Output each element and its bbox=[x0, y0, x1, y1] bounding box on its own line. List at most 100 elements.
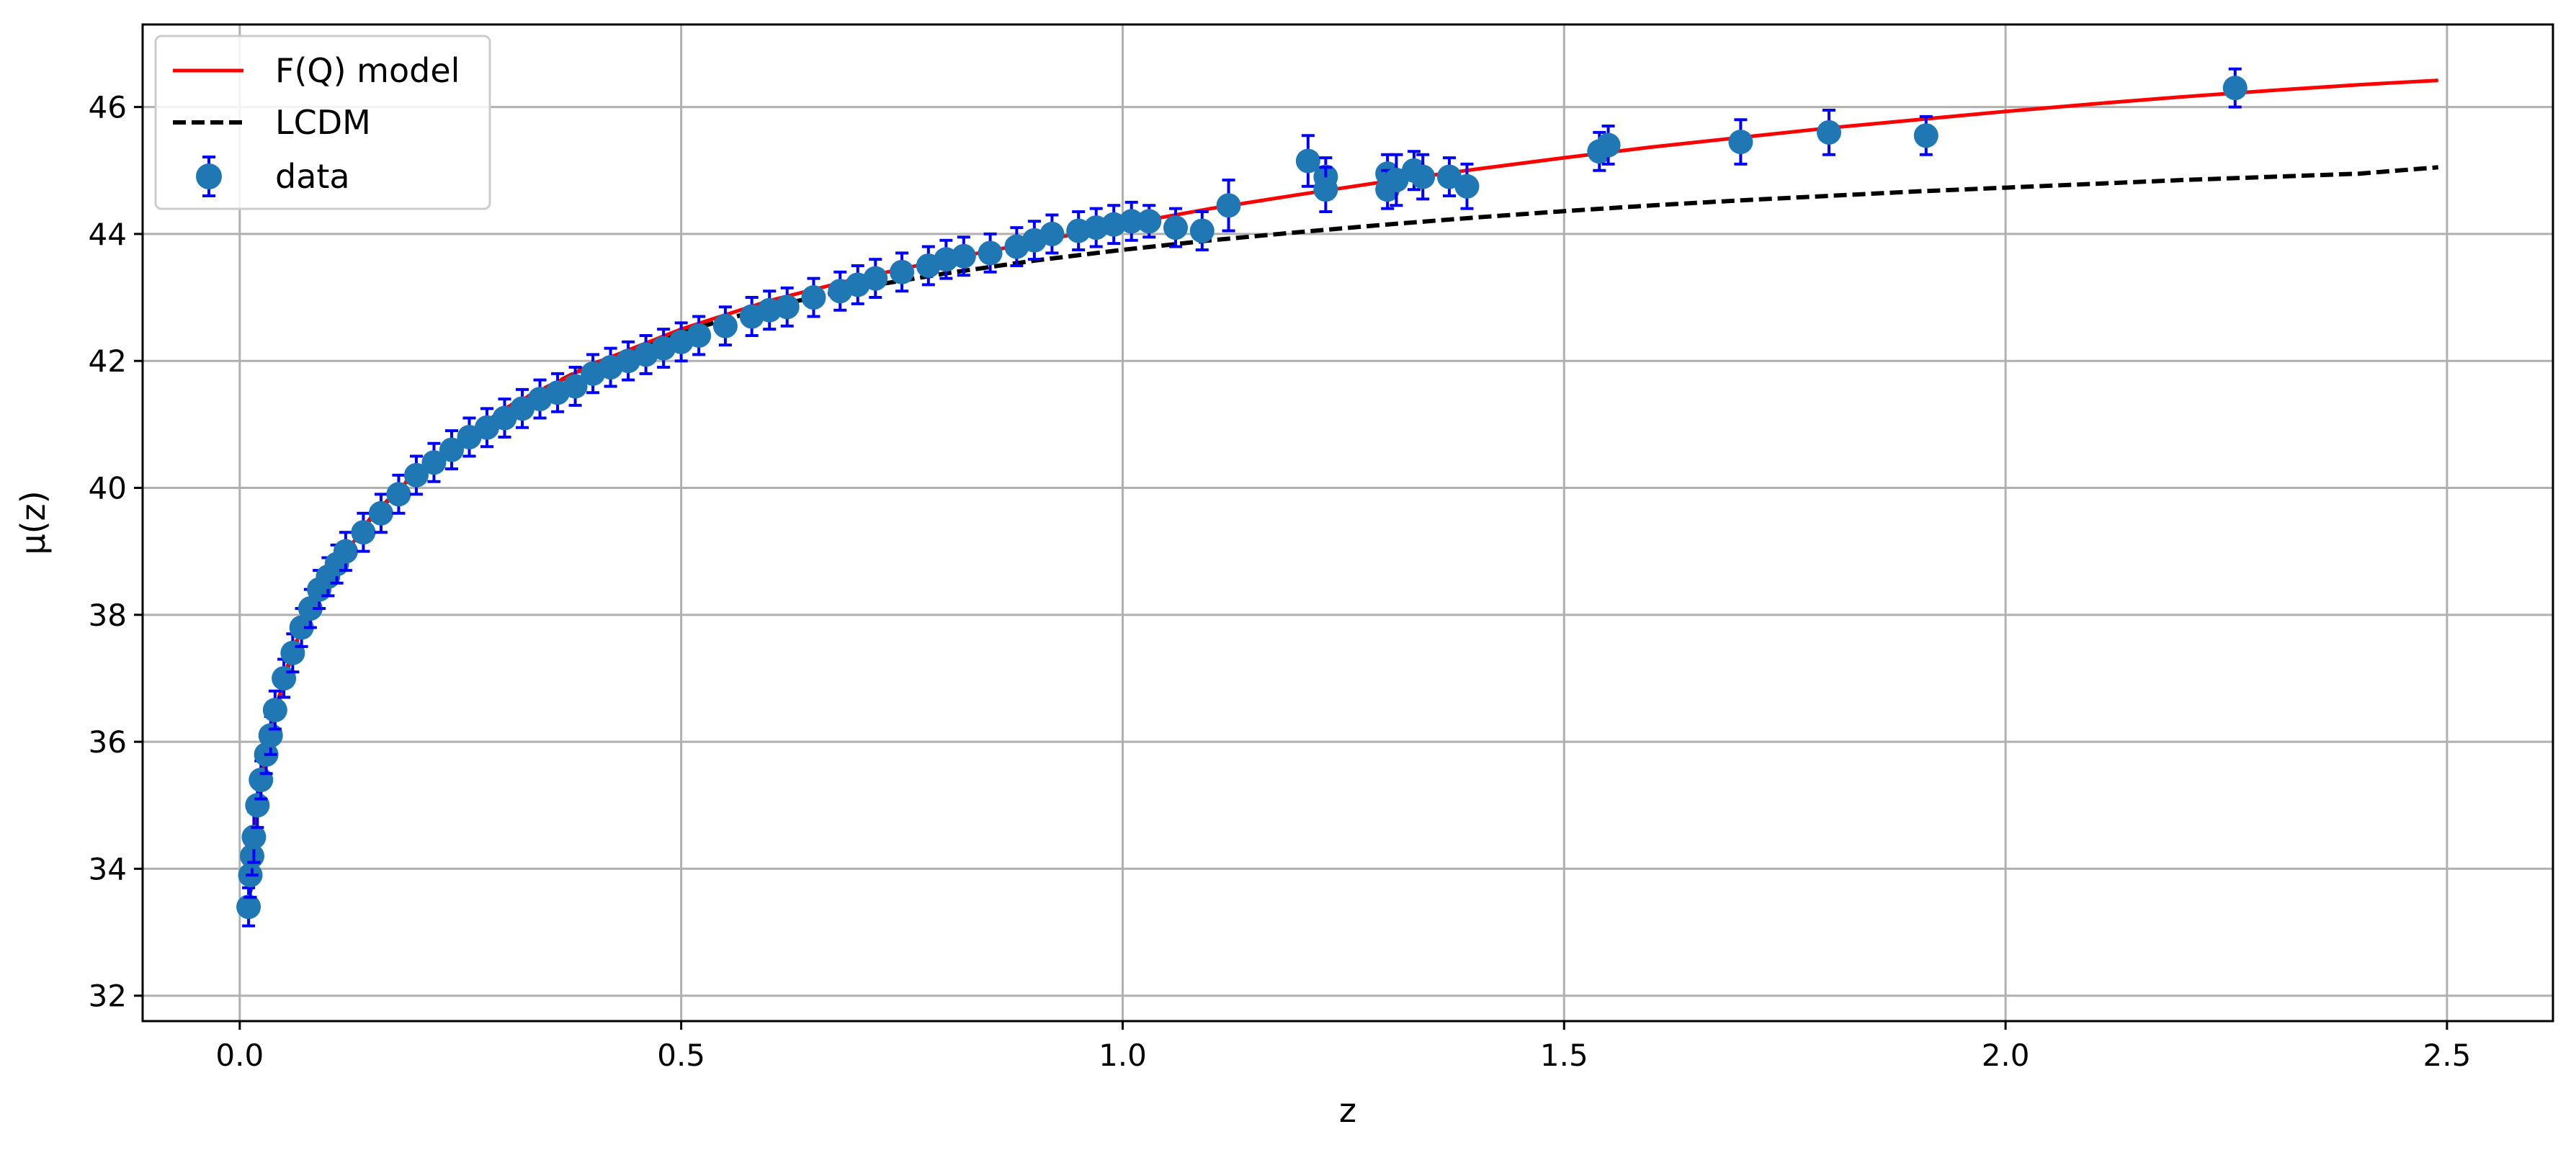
data-points bbox=[236, 67, 2248, 927]
lcdm-line bbox=[246, 165, 2438, 910]
data-point bbox=[1295, 134, 1320, 188]
data-point bbox=[1816, 109, 1841, 156]
x-tick-label: 2.0 bbox=[1982, 1038, 2030, 1073]
data-marker bbox=[439, 437, 464, 462]
data-marker bbox=[298, 596, 323, 621]
y-tick-label: 38 bbox=[89, 598, 127, 633]
data-marker bbox=[245, 793, 270, 818]
data-marker bbox=[249, 768, 274, 793]
data-point bbox=[1454, 162, 1480, 210]
data-marker bbox=[687, 323, 712, 348]
data-point bbox=[1083, 207, 1109, 248]
fq-model-line bbox=[246, 78, 2438, 910]
data-point bbox=[1913, 114, 1938, 156]
data-point bbox=[403, 454, 429, 496]
data-point bbox=[1039, 213, 1065, 255]
data-point bbox=[386, 473, 411, 515]
data-point bbox=[890, 251, 915, 293]
data-point bbox=[1596, 125, 1621, 166]
data-marker bbox=[1295, 148, 1320, 174]
axes-frame bbox=[141, 23, 2554, 1023]
data-point bbox=[351, 511, 376, 553]
data-point bbox=[333, 531, 358, 572]
data-marker bbox=[241, 825, 267, 850]
x-tick-label: 0.5 bbox=[657, 1038, 705, 1073]
y-tick-label: 44 bbox=[89, 217, 127, 252]
data-marker bbox=[351, 520, 376, 545]
legend-label-fq-model: F(Q) model bbox=[275, 51, 460, 90]
data-point bbox=[262, 689, 287, 731]
data-point bbox=[863, 258, 888, 300]
y-tick-label: 42 bbox=[89, 343, 127, 379]
data-marker bbox=[1163, 215, 1188, 241]
grid bbox=[143, 24, 2553, 1021]
data-point bbox=[1728, 118, 1753, 166]
data-point bbox=[1119, 200, 1144, 242]
data-marker bbox=[262, 698, 287, 723]
data-marker bbox=[333, 539, 358, 564]
data-marker bbox=[289, 615, 314, 640]
data-marker bbox=[403, 462, 429, 488]
data-point bbox=[801, 277, 826, 318]
data-marker bbox=[1596, 132, 1621, 158]
data-marker bbox=[1454, 174, 1480, 199]
data-marker bbox=[801, 285, 826, 310]
data-marker bbox=[890, 259, 915, 284]
legend: F(Q) model LCDM data bbox=[154, 35, 491, 210]
data-point bbox=[1137, 204, 1162, 239]
data-marker bbox=[421, 450, 447, 475]
data-marker bbox=[1216, 193, 1241, 218]
data-point bbox=[249, 759, 274, 801]
data-marker bbox=[1816, 120, 1841, 145]
data-marker bbox=[978, 241, 1003, 266]
legend-swatch-data-marker bbox=[196, 163, 222, 189]
data-marker bbox=[1039, 221, 1065, 246]
y-tick-label: 34 bbox=[89, 851, 127, 886]
data-point bbox=[1216, 178, 1241, 233]
x-tick-label: 1.0 bbox=[1099, 1038, 1147, 1073]
data-marker bbox=[258, 723, 283, 748]
data-marker bbox=[1137, 209, 1162, 234]
data-point bbox=[1163, 207, 1188, 248]
y-tick-label: 46 bbox=[89, 90, 127, 125]
data-point bbox=[236, 886, 261, 927]
data-marker bbox=[1189, 218, 1215, 243]
data-point bbox=[1189, 210, 1215, 251]
data-point bbox=[1313, 166, 1338, 214]
data-point bbox=[978, 232, 1003, 274]
model-curves bbox=[246, 78, 2438, 910]
data-marker bbox=[368, 500, 393, 526]
data-point bbox=[951, 235, 976, 277]
legend-label-data: data bbox=[275, 157, 350, 196]
data-marker bbox=[774, 295, 800, 320]
y-axis-label: μ(z) bbox=[14, 490, 53, 554]
data-marker bbox=[1119, 209, 1144, 234]
data-point bbox=[2222, 67, 2248, 109]
data-point bbox=[712, 305, 738, 347]
data-point bbox=[1410, 153, 1436, 201]
x-axis-label: z bbox=[1339, 1091, 1356, 1130]
data-marker bbox=[1913, 123, 1938, 148]
x-tick-label: 2.5 bbox=[2423, 1038, 2472, 1073]
data-marker bbox=[386, 482, 411, 507]
data-point bbox=[421, 441, 447, 483]
data-point bbox=[563, 366, 588, 407]
data-marker bbox=[951, 243, 976, 269]
y-tick-label: 40 bbox=[89, 471, 127, 506]
x-tick-label: 1.5 bbox=[1540, 1038, 1588, 1073]
y-tick-label: 36 bbox=[89, 724, 127, 760]
data-point bbox=[687, 315, 712, 356]
data-marker bbox=[2222, 76, 2248, 101]
data-marker bbox=[563, 374, 588, 399]
data-point bbox=[368, 493, 393, 534]
y-tick-label: 32 bbox=[89, 979, 127, 1014]
legend-frame bbox=[154, 35, 491, 210]
data-marker bbox=[1410, 164, 1436, 189]
data-marker bbox=[712, 313, 738, 338]
data-marker bbox=[863, 266, 888, 291]
x-tick-label: 0.0 bbox=[215, 1038, 264, 1073]
data-marker bbox=[1313, 177, 1338, 202]
data-marker bbox=[1728, 130, 1753, 155]
data-marker bbox=[236, 894, 261, 920]
